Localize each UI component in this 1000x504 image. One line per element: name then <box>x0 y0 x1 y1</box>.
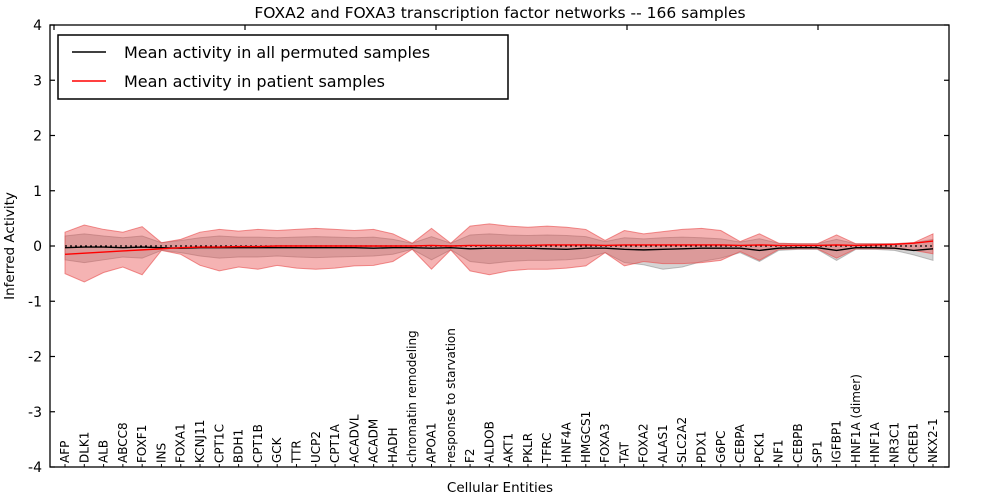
x-tick-label: CREB1 <box>907 423 921 463</box>
x-tick-label: HNF1A (dimer) <box>849 374 863 463</box>
y-tick-label: -3 <box>28 405 42 421</box>
x-tick-label: UCP2 <box>309 431 323 463</box>
x-tick-label: CPT1B <box>251 424 265 463</box>
legend-box <box>57 34 509 100</box>
x-tick-label: TTR <box>289 440 303 464</box>
x-tick-label: NKX2-1 <box>926 418 940 463</box>
x-tick-label: GCK <box>270 436 284 463</box>
x-tick-label: AFP <box>58 441 72 463</box>
y-tick-label: 1 <box>33 184 42 200</box>
x-tick-label: ALB <box>97 440 111 463</box>
patient-std-band <box>64 223 934 283</box>
x-tick-label: HMGCS1 <box>579 411 593 463</box>
x-tick-label: HADH <box>386 428 400 464</box>
ticks-layer <box>50 24 949 468</box>
x-tick-label: INS <box>154 443 168 463</box>
y-tick-label: 0 <box>33 239 42 255</box>
x-tick-label: response to starvation <box>444 328 458 463</box>
legend-label-permuted: Mean activity in all permuted samples <box>124 43 430 62</box>
patient-mean-line <box>64 240 934 255</box>
x-tick-label: CEBPB <box>791 423 805 463</box>
x-tick-label: AKT1 <box>502 433 516 463</box>
y-tick-labels: -4 -3 -2 -1 0 1 2 3 4 <box>28 18 42 476</box>
legend-label-patient: Mean activity in patient samples <box>124 72 385 91</box>
x-tick-label: FOXA3 <box>598 423 612 463</box>
x-tick-label: ALDOB <box>482 421 496 463</box>
x-tick-label: IGFBP1 <box>830 420 844 463</box>
x-tick-label: chromatin remodeling <box>405 330 419 463</box>
x-tick-label: HNF1A <box>868 421 882 463</box>
y-axis-label: Inferred Activity <box>2 192 18 300</box>
x-tick-label: PCK1 <box>752 432 766 463</box>
x-tick-label: NF1 <box>772 439 786 463</box>
x-tick-label: ACADVL <box>347 414 361 463</box>
x-axis-label: Cellular Entities <box>447 480 553 496</box>
x-tick-label: BDH1 <box>232 429 246 463</box>
x-tick-label: TAT <box>617 441 631 464</box>
y-tick-label: -1 <box>28 294 42 310</box>
x-tick-label: ABCC8 <box>116 422 130 463</box>
x-tick-label: CEBPA <box>733 423 747 463</box>
x-tick-label: HNF4A <box>560 421 574 463</box>
x-tick-label: ALAS1 <box>656 424 670 463</box>
series-lines-layer <box>64 240 934 255</box>
y-tick-label: 2 <box>33 129 42 145</box>
legend: Mean activity in all permuted samples Me… <box>57 34 509 100</box>
permuted-std-band <box>64 233 934 270</box>
x-tick-label: NR3C1 <box>887 422 901 463</box>
x-tick-label: SP1 <box>810 441 824 464</box>
x-tick-label: F2 <box>463 448 477 463</box>
x-tick-label: ACADM <box>367 419 381 463</box>
x-tick-label: KCNJ11 <box>193 420 207 463</box>
chart-title: FOXA2 and FOXA3 transcription factor net… <box>254 4 745 22</box>
x-tick-label: PDX1 <box>695 431 709 463</box>
std-bands-layer <box>64 223 934 283</box>
x-tick-label: DLK1 <box>77 432 91 463</box>
x-tick-label: G6PC <box>714 430 728 463</box>
x-tick-label: FOXF1 <box>135 425 149 463</box>
y-tick-label: -4 <box>28 460 42 476</box>
x-tick-label: TFRC <box>540 433 554 464</box>
y-tick-label: 3 <box>33 73 42 89</box>
x-tick-label: APOA1 <box>424 422 438 463</box>
y-tick-label: 4 <box>33 18 42 34</box>
x-tick-label: SLC2A2 <box>675 417 689 463</box>
x-tick-labels: AFP DLK1 ALB ABCC8 FOXF1 INS FOXA1 KCNJ11 CPT1C B… <box>58 328 940 464</box>
x-tick-label: CPT1C <box>212 424 226 463</box>
x-tick-label: FOXA1 <box>174 423 188 463</box>
x-tick-label: CPT1A <box>328 423 342 463</box>
x-tick-label: FOXA2 <box>637 423 651 463</box>
y-tick-label: -2 <box>28 350 42 366</box>
x-tick-label: PKLR <box>521 433 535 463</box>
